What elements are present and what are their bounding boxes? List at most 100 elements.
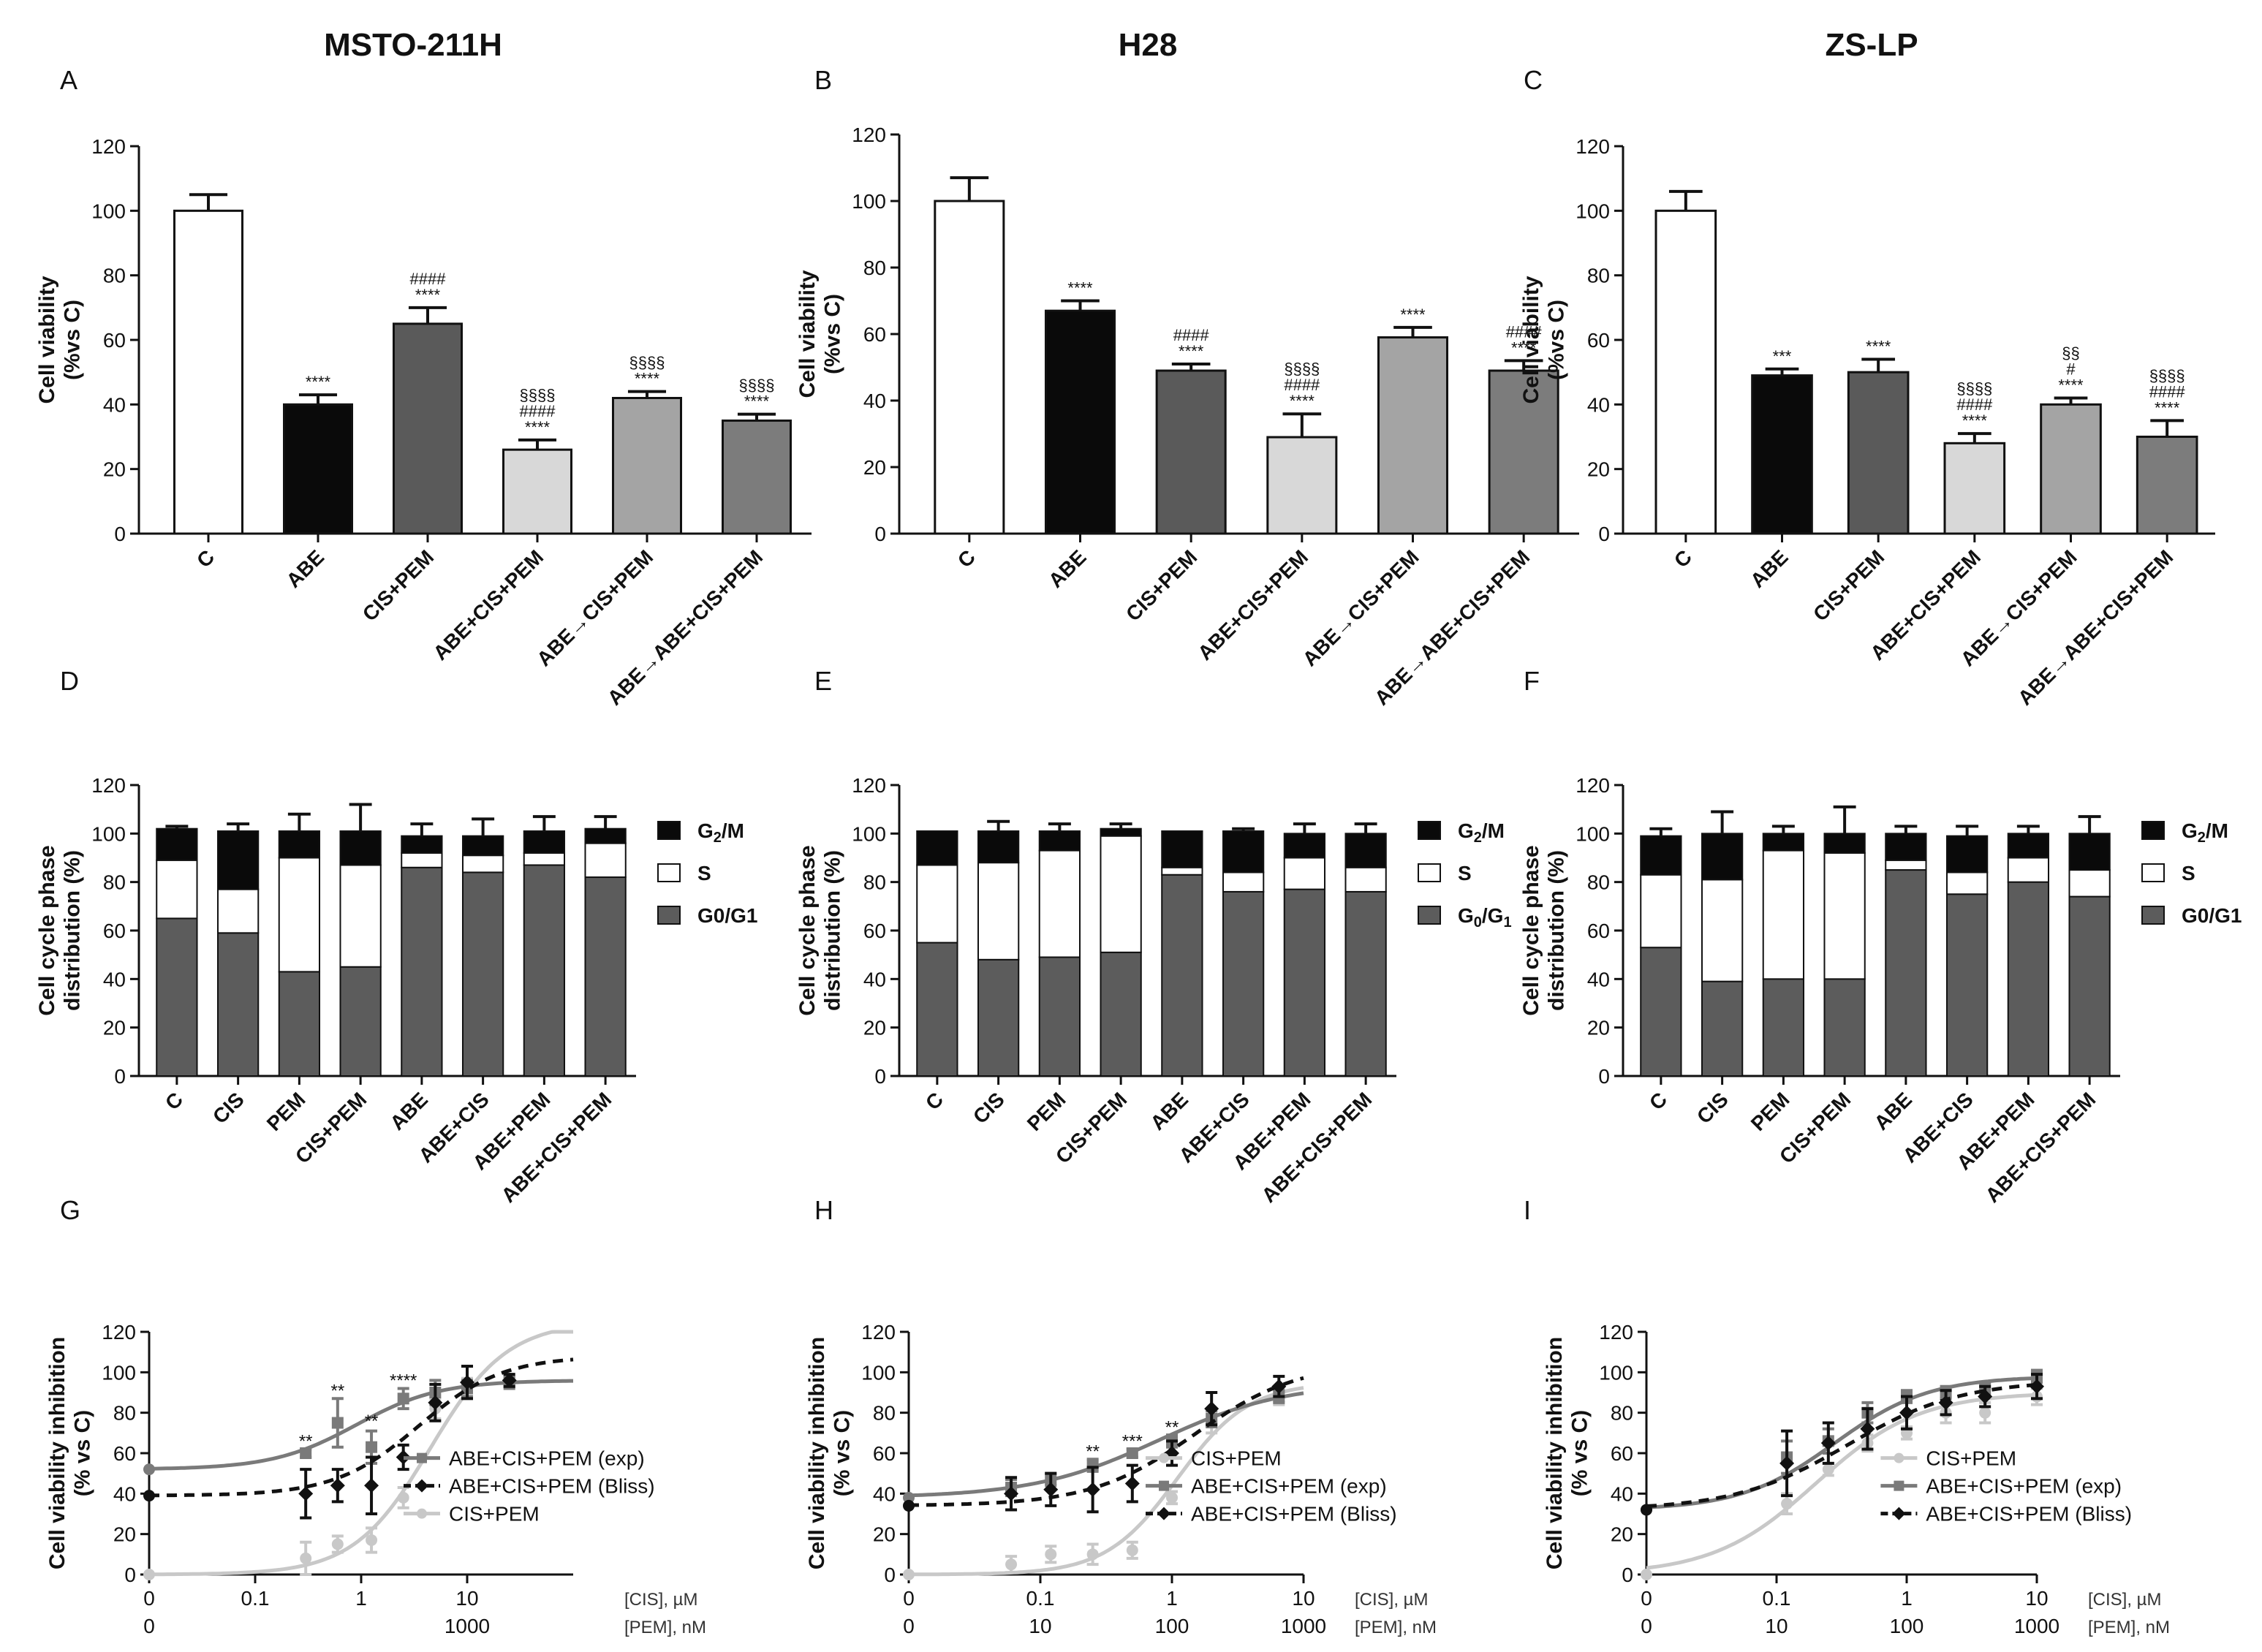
- chart-e-y-tick-label: 80: [863, 871, 886, 894]
- chart-f-segment-g0g1: [2068, 895, 2111, 1077]
- chart-b-significance-label: ****: [1067, 279, 1093, 298]
- chart-d-segment-g2m: [461, 835, 504, 857]
- chart-h-x2-tick-label: 1000: [1281, 1615, 1326, 1637]
- chart-e-y-tick-label: 60: [863, 920, 886, 942]
- chart-c-x-tick-label: ABE: [1746, 545, 1793, 592]
- chart-h-point-cis: [1126, 1544, 1138, 1556]
- chart-e-segment-g0g1: [1038, 956, 1081, 1077]
- chart-h-y-tick-label: 40: [873, 1482, 896, 1505]
- chart-g-point-bliss: [364, 1478, 379, 1493]
- chart-c-significance-label: ****: [2155, 398, 2180, 417]
- chart-a-significance-label: ####: [520, 402, 556, 420]
- chart-e-segment-s: [1038, 849, 1081, 958]
- chart-e-segment-g2m: [1344, 833, 1387, 868]
- chart-d-segment-s: [156, 859, 198, 920]
- chart-f-segment-g0g1: [1945, 893, 1989, 1077]
- chart-d-segment-g2m: [401, 835, 443, 854]
- chart-d-segment-g0g1: [339, 966, 382, 1077]
- chart-i-point-bliss: [1641, 1504, 1652, 1516]
- chart-e-segment-s: [977, 862, 1020, 960]
- chart-h-point-bliss: [1043, 1482, 1059, 1497]
- chart-i-point-bliss: [1938, 1395, 1953, 1410]
- chart-a-significance-label: §§§§: [739, 376, 775, 395]
- chart-h-curve-cis: [908, 1386, 1304, 1577]
- chart-e-legend-swatch: [1418, 863, 1441, 882]
- chart-d-y-tick-label: 60: [103, 920, 126, 942]
- chart-b-x-tick-label: ABE: [1044, 545, 1091, 592]
- chart-h-x2-tick-label: 10: [1029, 1615, 1051, 1637]
- chart-h-point-exp: [903, 1491, 915, 1504]
- chart-g-x-tick-label: 0.1: [241, 1587, 270, 1610]
- chart-d-y-tick-label: 120: [91, 774, 126, 797]
- chart-e-segment-g2m: [1222, 830, 1265, 874]
- chart-g-point-exp: [143, 1463, 155, 1476]
- chart-g-legend-marker-bliss: [415, 1479, 428, 1493]
- chart-e-segment-g0g1: [1100, 951, 1142, 1077]
- chart-d-segment-g2m: [339, 830, 382, 866]
- chart-d-segment-g0g1: [523, 864, 566, 1077]
- chart-a-significance-label: ****: [525, 418, 551, 436]
- chart-c-bar: [2136, 436, 2198, 535]
- chart-f-segment-s: [1640, 874, 1682, 949]
- chart-e-x-tick-label: C: [921, 1088, 947, 1114]
- chart-i-legend-marker-exp: [1894, 1480, 1904, 1491]
- chart-h-point-bliss: [1124, 1476, 1140, 1491]
- chart-h-point-bliss: [1204, 1401, 1219, 1417]
- chart-h-legend-marker-exp: [1159, 1480, 1169, 1491]
- chart-f-segment-g0g1: [1701, 980, 1744, 1077]
- chart-g-point-cis: [397, 1491, 409, 1504]
- chart-a-bar: [502, 448, 572, 535]
- chart-e-x-tick-label: PEM: [1023, 1088, 1070, 1135]
- chart-d-segment-g0g1: [401, 866, 443, 1077]
- chart-i-point-cis: [1979, 1406, 1991, 1419]
- chart-g-y-tick-label: 0: [124, 1564, 136, 1586]
- chart-i-x-tick-label: 0.1: [1763, 1587, 1791, 1610]
- chart-i-y-tick-label: 60: [1611, 1442, 1633, 1465]
- chart-i-point-bliss: [1779, 1455, 1795, 1471]
- chart-b-bar: [1155, 369, 1227, 535]
- chart-i-x2-tick-label: 0: [1641, 1615, 1652, 1637]
- chart-h-point-cis: [1166, 1491, 1178, 1504]
- chart-i-legend-label-cis: CIS+PEM: [1926, 1447, 2016, 1470]
- chart-b-y-tick-label: 60: [863, 323, 886, 346]
- chart-g-y-tick-label: 120: [102, 1321, 136, 1344]
- chart-b-x-tick-label: ABE+CIS+PEM: [1193, 545, 1312, 664]
- chart-a-y-tick-label: 0: [114, 523, 126, 545]
- chart-d-x-tick-label: CIS: [208, 1088, 249, 1128]
- chart-e-y-tick-label: 0: [874, 1065, 886, 1088]
- chart-h-point-bliss: [1271, 1379, 1287, 1394]
- chart-d-legend-swatch: [657, 821, 681, 840]
- chart-e-legend-label: G0/G1: [1458, 904, 1512, 931]
- chart-c-significance-label: #: [2066, 360, 2076, 379]
- chart-c-significance-label: ####: [1956, 395, 1993, 414]
- chart-g-y-tick-label: 100: [102, 1361, 136, 1384]
- chart-h-significance-label: ***: [1122, 1432, 1143, 1452]
- chart-c-significance-label: ****: [1866, 338, 1891, 356]
- chart-f-segment-g0g1: [1640, 947, 1682, 1077]
- chart-g-curve-bliss: [149, 1357, 574, 1498]
- chart-f-legend-label: S: [2182, 862, 2195, 884]
- chart-e-legend-label: G2/M: [1458, 819, 1505, 846]
- chart-i-point-bliss: [2030, 1379, 2044, 1394]
- chart-f-y-tick-label: 80: [1587, 871, 1610, 894]
- chart-i-point-bliss: [1978, 1389, 1993, 1404]
- chart-i-point-cis: [1822, 1463, 1834, 1476]
- chart-f: 0 20 40 60 80 100 120 Cell cycle phasedistribut…: [1519, 774, 2242, 1207]
- chart-g-point-bliss: [298, 1486, 314, 1501]
- chart-e-y-tick-label: 20: [863, 1017, 886, 1039]
- chart-a-bar: [283, 403, 353, 535]
- chart-e-y-tick-label: 120: [852, 774, 886, 797]
- column-title-2: H28: [1119, 27, 1178, 63]
- chart-d-segment-g0g1: [278, 971, 321, 1077]
- panel-letter-d: D: [60, 666, 79, 696]
- chart-f-segment-g2m: [1885, 833, 1927, 861]
- chart-d-legend-swatch: [657, 906, 681, 925]
- chart-d-x-tick-label: C: [161, 1088, 187, 1114]
- chart-b-significance-label: §§§§: [1284, 360, 1320, 378]
- chart-a-significance-label: ****: [744, 393, 770, 411]
- chart-b-y-tick-label: 80: [863, 257, 886, 279]
- chart-a-significance-label: ****: [415, 286, 441, 304]
- chart-e-x-tick-label: ABE+CIS+PEM: [1257, 1088, 1377, 1207]
- panel-letter-b: B: [814, 65, 832, 95]
